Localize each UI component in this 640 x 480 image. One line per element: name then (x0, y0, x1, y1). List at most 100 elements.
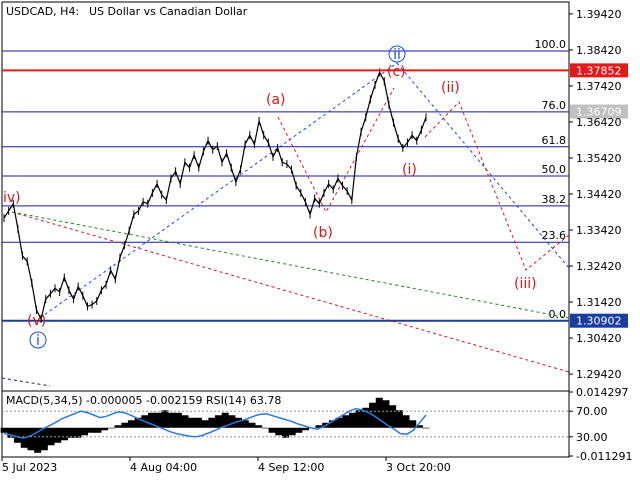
macd-bar (168, 412, 176, 428)
macd-bar (121, 422, 129, 428)
wave-badge-ii-circle (388, 45, 406, 63)
wave-label-b: (b) (313, 225, 333, 241)
blue-dashed-trend-down (396, 62, 570, 269)
price-tick-label: 1.38420 (576, 44, 622, 57)
macd-bar (402, 415, 410, 428)
macd-bar (114, 425, 122, 428)
fib-label-4: 38.2 (542, 193, 567, 206)
time-tick-label: 4 Aug 04:00 (130, 461, 197, 474)
price-tick-label: 1.29420 (576, 368, 622, 381)
macd-bar (107, 427, 115, 429)
price-tick-label: 1.32420 (576, 260, 622, 273)
fib-label-3: 50.0 (542, 163, 567, 176)
macd-bar (7, 427, 15, 438)
macd-bar (54, 427, 62, 443)
price-tick-label: 1.33420 (576, 224, 622, 237)
macd-bar (127, 420, 135, 428)
macd-bar (101, 427, 109, 431)
macd-bar (241, 420, 249, 428)
macd-bar (34, 427, 42, 453)
fib-label-0: 100.0 (535, 38, 567, 51)
macd-bar (221, 412, 229, 428)
indicator-tick-label: -0.011291 (576, 450, 632, 463)
fib-label-5: 23.6 (542, 229, 567, 242)
macd-bar (14, 427, 22, 443)
macd-bar (201, 420, 209, 428)
macd-bar (415, 425, 423, 428)
tag-text-0: 1.37852 (576, 64, 622, 77)
blue-dashed-trend-up (39, 62, 398, 319)
price-tick-label: 1.35420 (576, 152, 622, 165)
indicator-tick-label: 0.014297 (576, 386, 629, 399)
macd-bar (228, 415, 236, 428)
wave-badge-ii: ii (393, 47, 401, 63)
wave-label-ii: (ii) (441, 80, 460, 96)
macd-bar (148, 412, 156, 428)
macd-bar (302, 427, 310, 431)
time-axis: 5 Jul 2023 4 Aug 04:00 4 Sep 12:00 3 Oct 20… (1, 457, 451, 474)
macd-bar (40, 427, 48, 451)
price-tick-label: 1.36420 (576, 116, 622, 129)
price-axis: 1.39420 1.38420 1.37420 1.36420 1.35420 1.344… (569, 8, 622, 381)
price-tick-label: 1.31420 (576, 296, 622, 309)
macd-bar (348, 412, 356, 428)
tag-box-1 (570, 104, 628, 119)
macd-bar (248, 422, 256, 428)
tag-box-2 (570, 313, 628, 328)
macd-bar (362, 407, 370, 428)
red-dashed-wave-abc (277, 87, 395, 214)
macd-bar (281, 427, 289, 438)
fib-label-2: 61.8 (542, 134, 567, 147)
price-tags: 1.37852 1.36709 1.30902 (2, 63, 628, 328)
macd-bar (328, 420, 336, 428)
macd-bar (295, 427, 303, 433)
wave-label-iv: iv) (3, 190, 21, 206)
fibonacci-layer: 100.0 76.0 61.8 50.0 38.2 23.6 0.0 (2, 38, 569, 322)
indicator-label: MACD(5,34,5) -0.000005 -0.002159 RSI(14)… (6, 394, 281, 407)
macd-bar (235, 417, 243, 428)
price-series (3, 68, 427, 323)
price-tick-label: 1.39420 (576, 8, 622, 21)
price-tick-label: 1.30420 (576, 332, 622, 345)
macd-bar (335, 417, 343, 428)
indicator-axis: 0.014297 70.00 30.00 -0.011291 (569, 386, 632, 463)
macd-bar (174, 412, 182, 428)
macd-bar (134, 417, 142, 428)
macd-bar (0, 427, 8, 433)
macd-bar (215, 415, 222, 428)
chart-description: US Dollar vs Canadian Dollar (89, 5, 248, 18)
time-tick-label: 5 Jul 2023 (2, 461, 57, 474)
macd-bar (375, 397, 383, 428)
macd-bar (194, 417, 202, 428)
price-tick-label: 1.37420 (576, 80, 622, 93)
tag-text-2: 1.30902 (576, 315, 622, 328)
red-dashed-projection (424, 101, 570, 271)
indicator-tick-label: 70.00 (576, 405, 608, 418)
macd-bar (81, 427, 89, 436)
price-tick-label: 1.34420 (576, 188, 622, 201)
fib-label-6: 0.0 (549, 308, 567, 321)
macd-bar (87, 427, 95, 433)
rsi-line (3, 407, 427, 439)
navy-dashed-segment (1, 377, 51, 387)
time-tick-label: 3 Oct 20:00 (386, 461, 451, 474)
macd-bar (181, 415, 189, 428)
indicator-tick-label: 30.00 (576, 431, 608, 444)
macd-bar (389, 405, 397, 428)
macd-bar (315, 425, 323, 428)
wave-label-i: (i) (402, 162, 417, 178)
macd-bar (255, 425, 263, 428)
macd-bar (422, 427, 430, 429)
time-tick-label: 4 Sep 12:00 (258, 461, 324, 474)
wave-label-v: (v) (27, 313, 46, 329)
macd-bar (60, 427, 68, 441)
indicator-plot-frame (1, 390, 570, 458)
macd-bar (74, 427, 82, 438)
wave-label-c: (c) (387, 64, 406, 80)
macd-bar (382, 400, 390, 428)
macd-bar (409, 420, 417, 428)
wave-badge-i-circle (29, 331, 47, 349)
macd-bar (355, 410, 363, 428)
macd-bar (27, 427, 35, 451)
